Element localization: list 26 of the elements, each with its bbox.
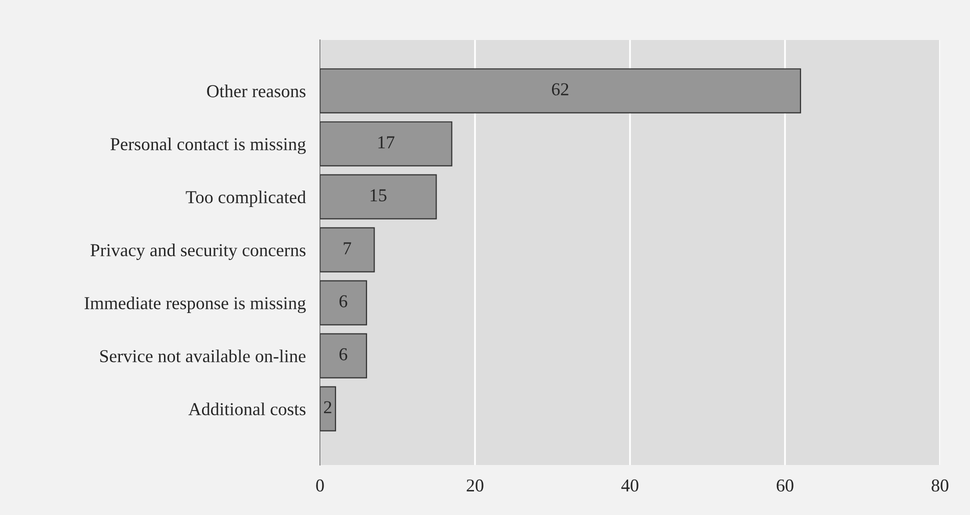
y-tick-label: Immediate response is missing bbox=[84, 296, 306, 314]
x-tick-label: 40 bbox=[621, 479, 638, 492]
x-tick-label: 60 bbox=[776, 479, 794, 492]
data-label: 6 bbox=[340, 295, 348, 308]
x-tick-label: 80 bbox=[932, 479, 948, 492]
data-label: 6 bbox=[340, 348, 348, 360]
data-label: 62 bbox=[552, 83, 568, 96]
data-label: 7 bbox=[344, 242, 352, 254]
y-tick-label: Additional costs bbox=[188, 402, 306, 416]
bar bbox=[320, 68, 802, 114]
bar bbox=[320, 280, 368, 326]
y-tick-label: Privacy and security concerns bbox=[90, 244, 306, 260]
y-tick-label: Too complicated bbox=[186, 190, 306, 207]
data-label: 15 bbox=[370, 189, 386, 202]
bar bbox=[320, 174, 437, 220]
x-tick-label: 20 bbox=[466, 479, 484, 492]
bar bbox=[320, 333, 368, 378]
bar bbox=[320, 121, 452, 166]
data-label: 2 bbox=[324, 401, 332, 414]
data-label: 17 bbox=[378, 136, 394, 148]
y-tick-label: Other reasons bbox=[207, 84, 306, 98]
y-tick-label: Personal contact is missing bbox=[110, 138, 306, 154]
x-tick-label: 0 bbox=[316, 479, 324, 492]
bar bbox=[320, 386, 336, 432]
y-tick-label: Service not available on-line bbox=[100, 350, 306, 362]
bar bbox=[320, 227, 375, 272]
